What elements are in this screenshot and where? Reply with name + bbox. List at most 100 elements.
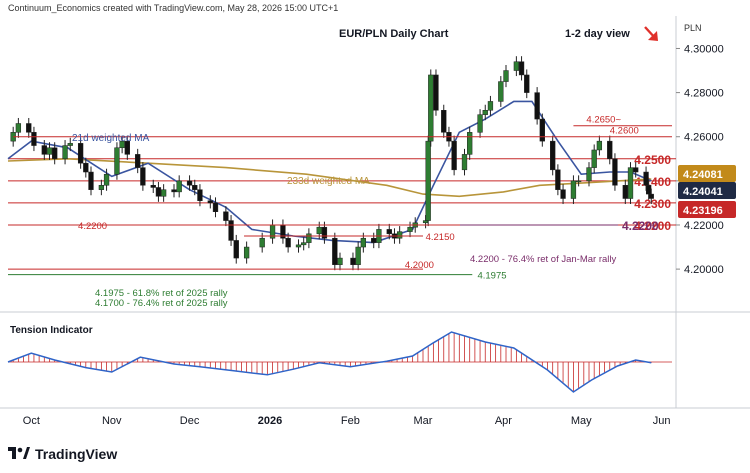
ma233-label: 233d weighted MA: [287, 176, 370, 187]
candle-body: [360, 237, 366, 248]
candle-body: [350, 257, 356, 265]
candle-body: [591, 149, 597, 168]
candle-body: [233, 240, 239, 259]
candle-body: [487, 101, 494, 111]
price-axis: 4.300004.280004.260004.240004.220004.200…: [460, 43, 736, 276]
level-label: 4.2200: [634, 219, 671, 233]
annotation-label: 4.2150: [426, 232, 455, 243]
candle-body: [88, 171, 94, 190]
candle-body: [332, 237, 338, 265]
x-tick-label: Feb: [341, 415, 360, 427]
ma233-price-tag: 4.24081: [683, 169, 723, 181]
candle-body: [539, 118, 545, 142]
x-tick-label: Jun: [653, 415, 671, 427]
candle-body: [316, 226, 322, 235]
candle-body: [15, 123, 22, 133]
tradingview-brand[interactable]: TradingView: [8, 446, 117, 462]
fib-note-764: 4.1700 - 76.4% ret of 2025 rally: [95, 298, 228, 309]
candle-body: [428, 74, 434, 142]
annotation-label: 4.2000: [405, 260, 434, 271]
candle-body: [648, 193, 654, 199]
annotation-label: 4.2650~: [586, 115, 621, 126]
candle-body: [192, 185, 198, 190]
ma21-price-tag: 4.24041: [683, 186, 723, 198]
candle-body: [518, 61, 525, 76]
ma21-price-tag-bg: [678, 182, 736, 199]
candle-body: [259, 237, 265, 248]
candle-body: [570, 180, 577, 199]
candle-body: [155, 187, 162, 197]
fib-note-618: 4.1975 - 61.8% ret of 2025 rally: [95, 288, 228, 299]
fib-note-jan-mar: 4.2200 - 76.4% ret of Jan-Mar rally: [470, 254, 617, 265]
candle-body: [98, 185, 105, 190]
candle-body: [83, 162, 89, 173]
y-tick-label: 4.26000: [684, 132, 724, 144]
candle-body: [433, 74, 439, 111]
candle-body: [461, 154, 468, 171]
annotation-label: 4.2200: [78, 221, 107, 232]
y-tick-label: 4.20000: [684, 264, 724, 276]
candle-body: [575, 180, 582, 183]
candle-body: [301, 242, 307, 246]
candle-body: [67, 143, 73, 146]
x-tick-label: Dec: [180, 415, 200, 427]
candle-body: [77, 143, 84, 164]
x-tick-label: 2026: [258, 415, 282, 427]
ma233-price-tag-bg: [678, 165, 736, 182]
candle-body: [622, 185, 628, 199]
time-axis: Oct Nov Dec 2026 Feb Mar Apr May Jun: [23, 415, 671, 427]
candle-body: [207, 200, 213, 204]
candle-body: [467, 132, 473, 155]
candle-body: [119, 140, 125, 149]
candle-body: [306, 233, 312, 243]
candle-body: [371, 237, 377, 243]
level-label: 4.2300: [634, 197, 671, 211]
candle-body: [124, 140, 130, 155]
candle-body: [555, 169, 561, 190]
annotations: 4.2650~4.2600 4.2200 4.2150 4.2000 4.1975: [8, 115, 672, 282]
candle-body: [176, 180, 182, 193]
candle-body: [596, 140, 603, 151]
candle-body: [646, 185, 652, 195]
candle-body: [337, 257, 343, 265]
candle-body: [228, 220, 234, 241]
candle-body: [212, 202, 219, 212]
candle-body: [477, 114, 483, 133]
y-tick-label: 4.22000: [684, 220, 724, 232]
chart-subtitle: 1-2 day view: [565, 28, 630, 40]
candle-body: [513, 61, 520, 71]
candle-body: [295, 244, 302, 248]
candle-body: [498, 81, 504, 102]
candle-body: [197, 189, 203, 201]
candle-body: [52, 147, 58, 160]
candle-body: [633, 167, 639, 173]
candle-body: [26, 123, 32, 133]
ma21-label: 21d weighted MA: [72, 133, 150, 144]
candle-body: [103, 173, 110, 186]
candle-body: [171, 189, 177, 193]
candle-body: [482, 110, 488, 115]
candle-body: [550, 140, 556, 171]
tension-indicator-pane: [7, 331, 672, 393]
x-tick-label: Mar: [414, 415, 433, 427]
y-tick-label: 4.28000: [684, 88, 724, 100]
candle-body: [503, 70, 509, 82]
candle-body: [355, 246, 361, 265]
candle-body: [135, 154, 141, 168]
brand-name: TradingView: [35, 446, 118, 462]
candle-body: [451, 140, 457, 171]
candle-body: [150, 185, 156, 188]
candle-body: [243, 246, 250, 259]
candle-body: [386, 229, 392, 235]
tension-line: [7, 331, 652, 393]
down-arrow-icon: [644, 26, 658, 41]
annotation-label: 4.1975: [477, 271, 506, 282]
candle-body: [643, 171, 649, 186]
candle-body: [422, 220, 429, 224]
candle-body: [114, 147, 120, 175]
y-tick-label: 4.30000: [684, 43, 724, 55]
last-price-tag-bg: [678, 201, 736, 218]
candle-body: [441, 110, 447, 133]
x-tick-label: Oct: [23, 415, 40, 427]
